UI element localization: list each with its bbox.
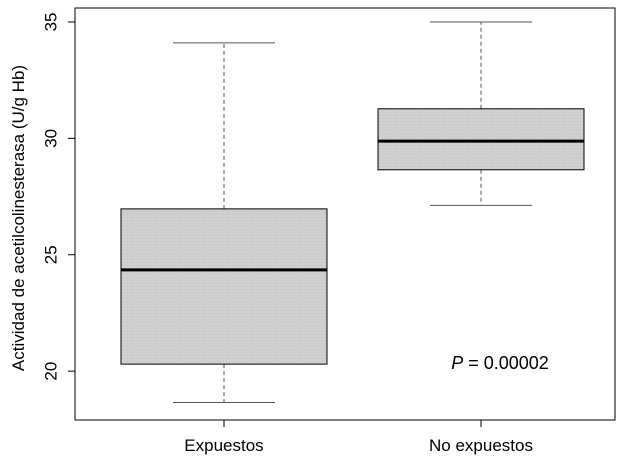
x-tick-label-2: No expuestos [429, 436, 533, 455]
y-axis: 20 25 30 35 [42, 13, 75, 381]
box-1 [120, 42, 328, 404]
y-tick-label-30: 30 [42, 129, 61, 148]
y-tick-label-35: 35 [42, 13, 61, 32]
box-2 [377, 21, 585, 206]
plot-frame [74, 7, 616, 421]
y-tick-label-25: 25 [42, 245, 61, 264]
p-value-annotation: P = 0.00002 [451, 353, 549, 373]
p-value-label: P [451, 353, 463, 373]
x-axis: Expuestos No expuestos [184, 420, 533, 455]
iqr-box [120, 208, 328, 365]
x-tick-label-1: Expuestos [184, 436, 263, 455]
iqr-box [377, 108, 585, 171]
y-tick-label-20: 20 [42, 362, 61, 381]
y-axis-label: Actividad de acetilcolinesterasa (U/g Hb… [9, 65, 28, 371]
p-value-text: = 0.00002 [463, 353, 549, 373]
boxes [120, 21, 585, 404]
